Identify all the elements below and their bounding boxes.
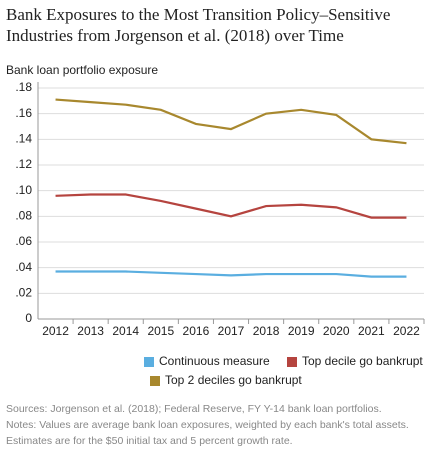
- y-axis-label: Bank loan portfolio exposure: [6, 63, 158, 77]
- x-tick-label: 2016: [183, 324, 210, 338]
- y-tick-label: .06: [15, 234, 32, 248]
- y-tick-label: .14: [15, 132, 32, 146]
- chart-title: Industries from Jorgenson et al. (2018) …: [6, 26, 344, 45]
- x-tick-label: 2015: [147, 324, 174, 338]
- x-tick-label: 2013: [77, 324, 104, 338]
- y-tick-label: .16: [15, 106, 32, 120]
- y-tick-label: .02: [15, 286, 32, 300]
- y-tick-label: .10: [15, 183, 32, 197]
- chart-title: Bank Exposures to the Most Transition Po…: [6, 5, 390, 24]
- x-tick-label: 2012: [42, 324, 69, 338]
- legend-label: Continuous measure: [159, 354, 270, 368]
- y-tick-label: .18: [15, 80, 32, 94]
- x-tick-label: 2014: [112, 324, 139, 338]
- series-line: [55, 270, 407, 278]
- legend-swatch: [144, 357, 154, 367]
- legend-swatch: [287, 357, 297, 367]
- x-tick-label: 2022: [393, 324, 420, 338]
- x-tick-label: 2019: [288, 324, 315, 338]
- note: Sources: Jorgenson et al. (2018); Federa…: [6, 403, 382, 415]
- note: Estimates are for the $50 initial tax an…: [6, 435, 293, 447]
- y-tick-label: 0: [25, 311, 32, 325]
- legend-label: Top 2 deciles go bankrupt: [165, 373, 302, 387]
- x-tick-label: 2020: [323, 324, 350, 338]
- x-tick-label: 2017: [218, 324, 245, 338]
- note: Notes: Values are average bank loan expo…: [6, 419, 409, 431]
- x-tick-label: 2018: [253, 324, 280, 338]
- x-tick-label: 2021: [358, 324, 385, 338]
- legend-label: Top decile go bankrupt: [302, 354, 423, 368]
- y-tick-label: .12: [15, 157, 32, 171]
- legend-swatch: [150, 376, 160, 386]
- series-line: [55, 193, 407, 219]
- y-tick-label: .08: [15, 209, 32, 223]
- series-line: [55, 98, 407, 145]
- y-tick-label: .04: [15, 260, 32, 274]
